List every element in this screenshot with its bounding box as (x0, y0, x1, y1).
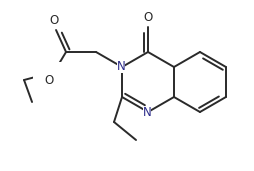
Text: N: N (143, 107, 151, 120)
Text: O: O (44, 74, 54, 87)
Text: O: O (50, 14, 59, 27)
Text: N: N (117, 60, 125, 73)
Text: O: O (143, 11, 153, 24)
